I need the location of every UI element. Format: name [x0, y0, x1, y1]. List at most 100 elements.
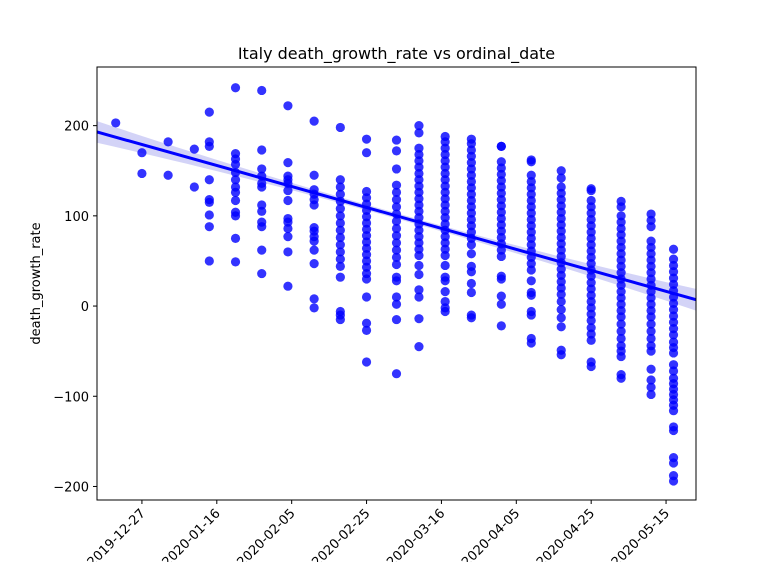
x-tick-label: 2020-02-25 — [309, 506, 373, 562]
plot-frame — [96, 66, 697, 501]
data-point — [335, 247, 345, 257]
data-point — [556, 188, 566, 198]
data-point — [440, 306, 450, 317]
data-point — [556, 350, 566, 360]
x-tick-label: 2020-03-16 — [384, 506, 448, 562]
data-point — [440, 187, 450, 197]
data-point — [163, 170, 173, 180]
data-point — [335, 240, 345, 250]
data-point — [526, 214, 536, 225]
data-point — [335, 122, 345, 133]
data-point — [440, 168, 450, 179]
data-point — [526, 338, 536, 348]
data-point — [440, 287, 450, 297]
x-tick-label: 2020-04-25 — [534, 506, 598, 562]
x-tick-label: 2020-02-05 — [234, 506, 298, 562]
data-point — [466, 221, 476, 231]
data-point — [646, 389, 656, 400]
data-point — [646, 268, 656, 278]
data-point — [440, 181, 450, 191]
data-point — [616, 217, 626, 227]
y-axis-label: death_growth_rate — [29, 222, 44, 344]
data-point — [230, 257, 241, 267]
data-point — [283, 101, 293, 111]
data-point — [391, 259, 402, 270]
data-point — [466, 208, 476, 218]
data-point — [646, 274, 656, 284]
data-point — [440, 213, 450, 223]
data-point — [616, 299, 626, 309]
data-point — [616, 305, 626, 316]
data-point — [526, 170, 536, 180]
data-point — [335, 314, 345, 325]
data-point — [257, 145, 267, 155]
data-point — [616, 268, 626, 278]
data-point — [414, 285, 424, 295]
data-point — [556, 313, 566, 323]
data-point — [586, 208, 596, 218]
data-point — [646, 312, 656, 322]
data-point — [414, 149, 424, 160]
regression-line — [97, 130, 696, 302]
data-point — [391, 180, 402, 190]
data-point — [361, 224, 372, 234]
data-point — [309, 259, 319, 269]
data-point — [466, 240, 476, 250]
data-point — [556, 226, 566, 236]
data-point — [230, 187, 241, 197]
data-point — [556, 322, 566, 332]
data-point — [556, 207, 566, 217]
data-point — [309, 303, 319, 313]
data-point — [440, 206, 450, 216]
data-point — [230, 233, 241, 243]
data-point — [335, 182, 345, 192]
data-point — [556, 220, 566, 230]
data-point — [586, 284, 596, 294]
data-point — [414, 244, 424, 254]
data-point — [616, 319, 626, 329]
y-tick-label: 100 — [64, 210, 89, 225]
data-point — [163, 137, 173, 147]
data-point — [440, 156, 450, 166]
data-point — [496, 141, 506, 151]
data-point — [646, 249, 656, 259]
data-point — [257, 245, 267, 255]
data-point — [391, 202, 402, 212]
data-point — [309, 170, 319, 180]
data-point — [283, 247, 293, 257]
data-point — [283, 195, 293, 206]
data-point — [361, 186, 372, 197]
data-point — [257, 85, 267, 96]
data-point — [391, 238, 402, 248]
data-point — [414, 128, 424, 138]
data-point — [440, 296, 450, 307]
data-point — [414, 314, 424, 324]
data-point — [440, 149, 450, 160]
data-point — [466, 164, 476, 174]
data-point — [391, 314, 402, 325]
data-point — [616, 202, 626, 212]
data-point — [668, 425, 679, 436]
data-point — [496, 251, 506, 262]
data-point — [230, 195, 241, 206]
data-point — [646, 209, 656, 219]
data-point — [586, 221, 596, 231]
data-point — [391, 245, 402, 255]
data-point — [586, 202, 596, 212]
data-point — [414, 250, 424, 261]
y-tick-label: −100 — [53, 390, 89, 405]
data-point — [361, 218, 372, 228]
data-point — [616, 255, 626, 265]
data-point — [257, 268, 267, 279]
data-point — [586, 309, 596, 319]
data-point — [556, 251, 566, 262]
data-point — [668, 406, 679, 416]
data-point — [668, 279, 679, 290]
data-point — [309, 200, 319, 210]
data-point — [646, 364, 656, 374]
data-point — [586, 303, 596, 313]
x-tick-label: 2020-05-15 — [609, 506, 673, 562]
data-point — [586, 323, 596, 333]
data-point — [556, 305, 566, 315]
